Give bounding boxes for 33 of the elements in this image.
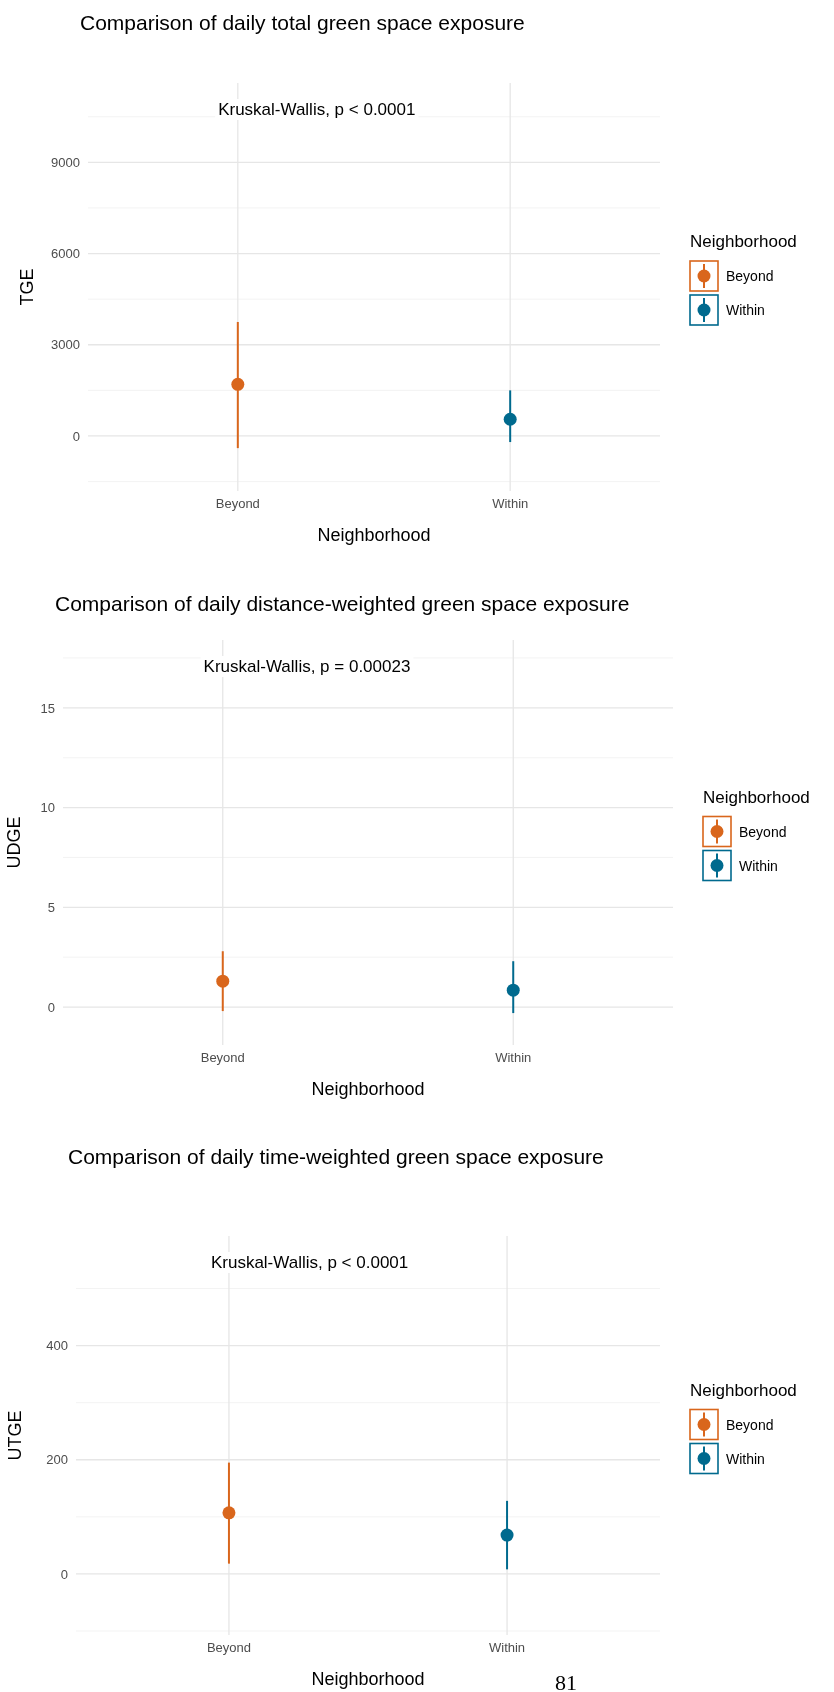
y-tick-label: 3000 xyxy=(51,337,80,353)
y-tick-label: 200 xyxy=(46,1452,68,1468)
legend-label: Within xyxy=(726,302,765,318)
y-tick-label: 0 xyxy=(47,999,55,1015)
legend-title: Neighborhood xyxy=(703,787,810,807)
annotation: Kruskal-Wallis, p < 0.0001 xyxy=(210,1253,409,1272)
y-axis-title: TGE xyxy=(17,268,37,306)
y-axis-title: UTGE xyxy=(5,1410,25,1461)
annotation: Kruskal-Wallis, p < 0.0001 xyxy=(218,100,416,119)
annotation: Kruskal-Wallis, p = 0.00023 xyxy=(203,657,411,676)
text: 81 xyxy=(555,1670,577,1692)
x-axis-title: Neighborhood xyxy=(311,1669,425,1689)
legend-label: Within xyxy=(726,1450,765,1467)
y-tick-label: 6000 xyxy=(51,246,80,262)
legend-label: Within xyxy=(739,857,778,874)
y-tick-label: 5 xyxy=(47,900,55,915)
legend-label: Beyond xyxy=(726,1416,774,1433)
legend-title: Neighborhood xyxy=(690,232,797,251)
legend-label: Beyond xyxy=(739,823,787,840)
y-tick-label: 15 xyxy=(40,700,55,716)
x-axis-title: Neighborhood xyxy=(311,1079,425,1099)
y-tick-label: 400 xyxy=(46,1338,68,1354)
y-tick-label: 9000 xyxy=(51,155,80,171)
chart-title: Comparison of daily total green space exposure xyxy=(80,11,525,34)
y-tick-label: 0 xyxy=(60,1566,68,1582)
y-axis-title: UDGE xyxy=(4,816,24,869)
chart-title: Comparison of daily distance-weighted green space exposure xyxy=(55,592,630,615)
y-tick-label: 0 xyxy=(72,428,80,444)
legend-title: Neighborhood xyxy=(690,1380,797,1400)
y-tick-label: 10 xyxy=(40,800,55,816)
chart-title: Comparison of daily time-weighted green space exposure xyxy=(68,1145,604,1168)
legend-label: Beyond xyxy=(726,268,774,284)
x-axis-title: Neighborhood xyxy=(317,525,431,545)
